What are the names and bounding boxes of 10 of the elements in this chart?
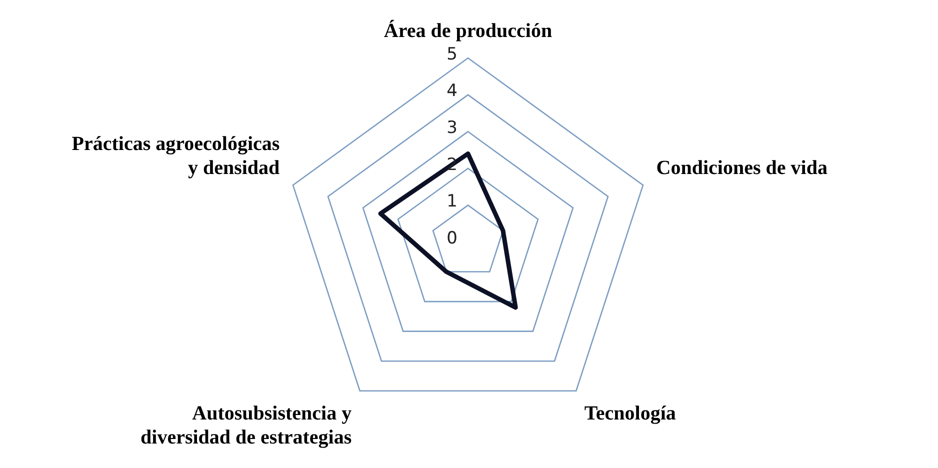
y-tick-label: 4	[446, 81, 458, 102]
y-tick-label: 0	[446, 228, 458, 248]
spoke-label: Condiciones de vida	[656, 156, 828, 179]
y-tick-label: 5	[446, 44, 458, 64]
y-tick-label: 1	[446, 192, 458, 212]
spoke-label: Tecnología	[584, 402, 676, 424]
spoke-label: Autosubsistencia y diversidad de estrategias	[140, 402, 352, 448]
spoke-label: Prácticas agroecológicas y densidad	[72, 132, 280, 179]
spoke-label: Área de producción	[384, 19, 552, 42]
y-tick-label: 3	[446, 118, 458, 138]
